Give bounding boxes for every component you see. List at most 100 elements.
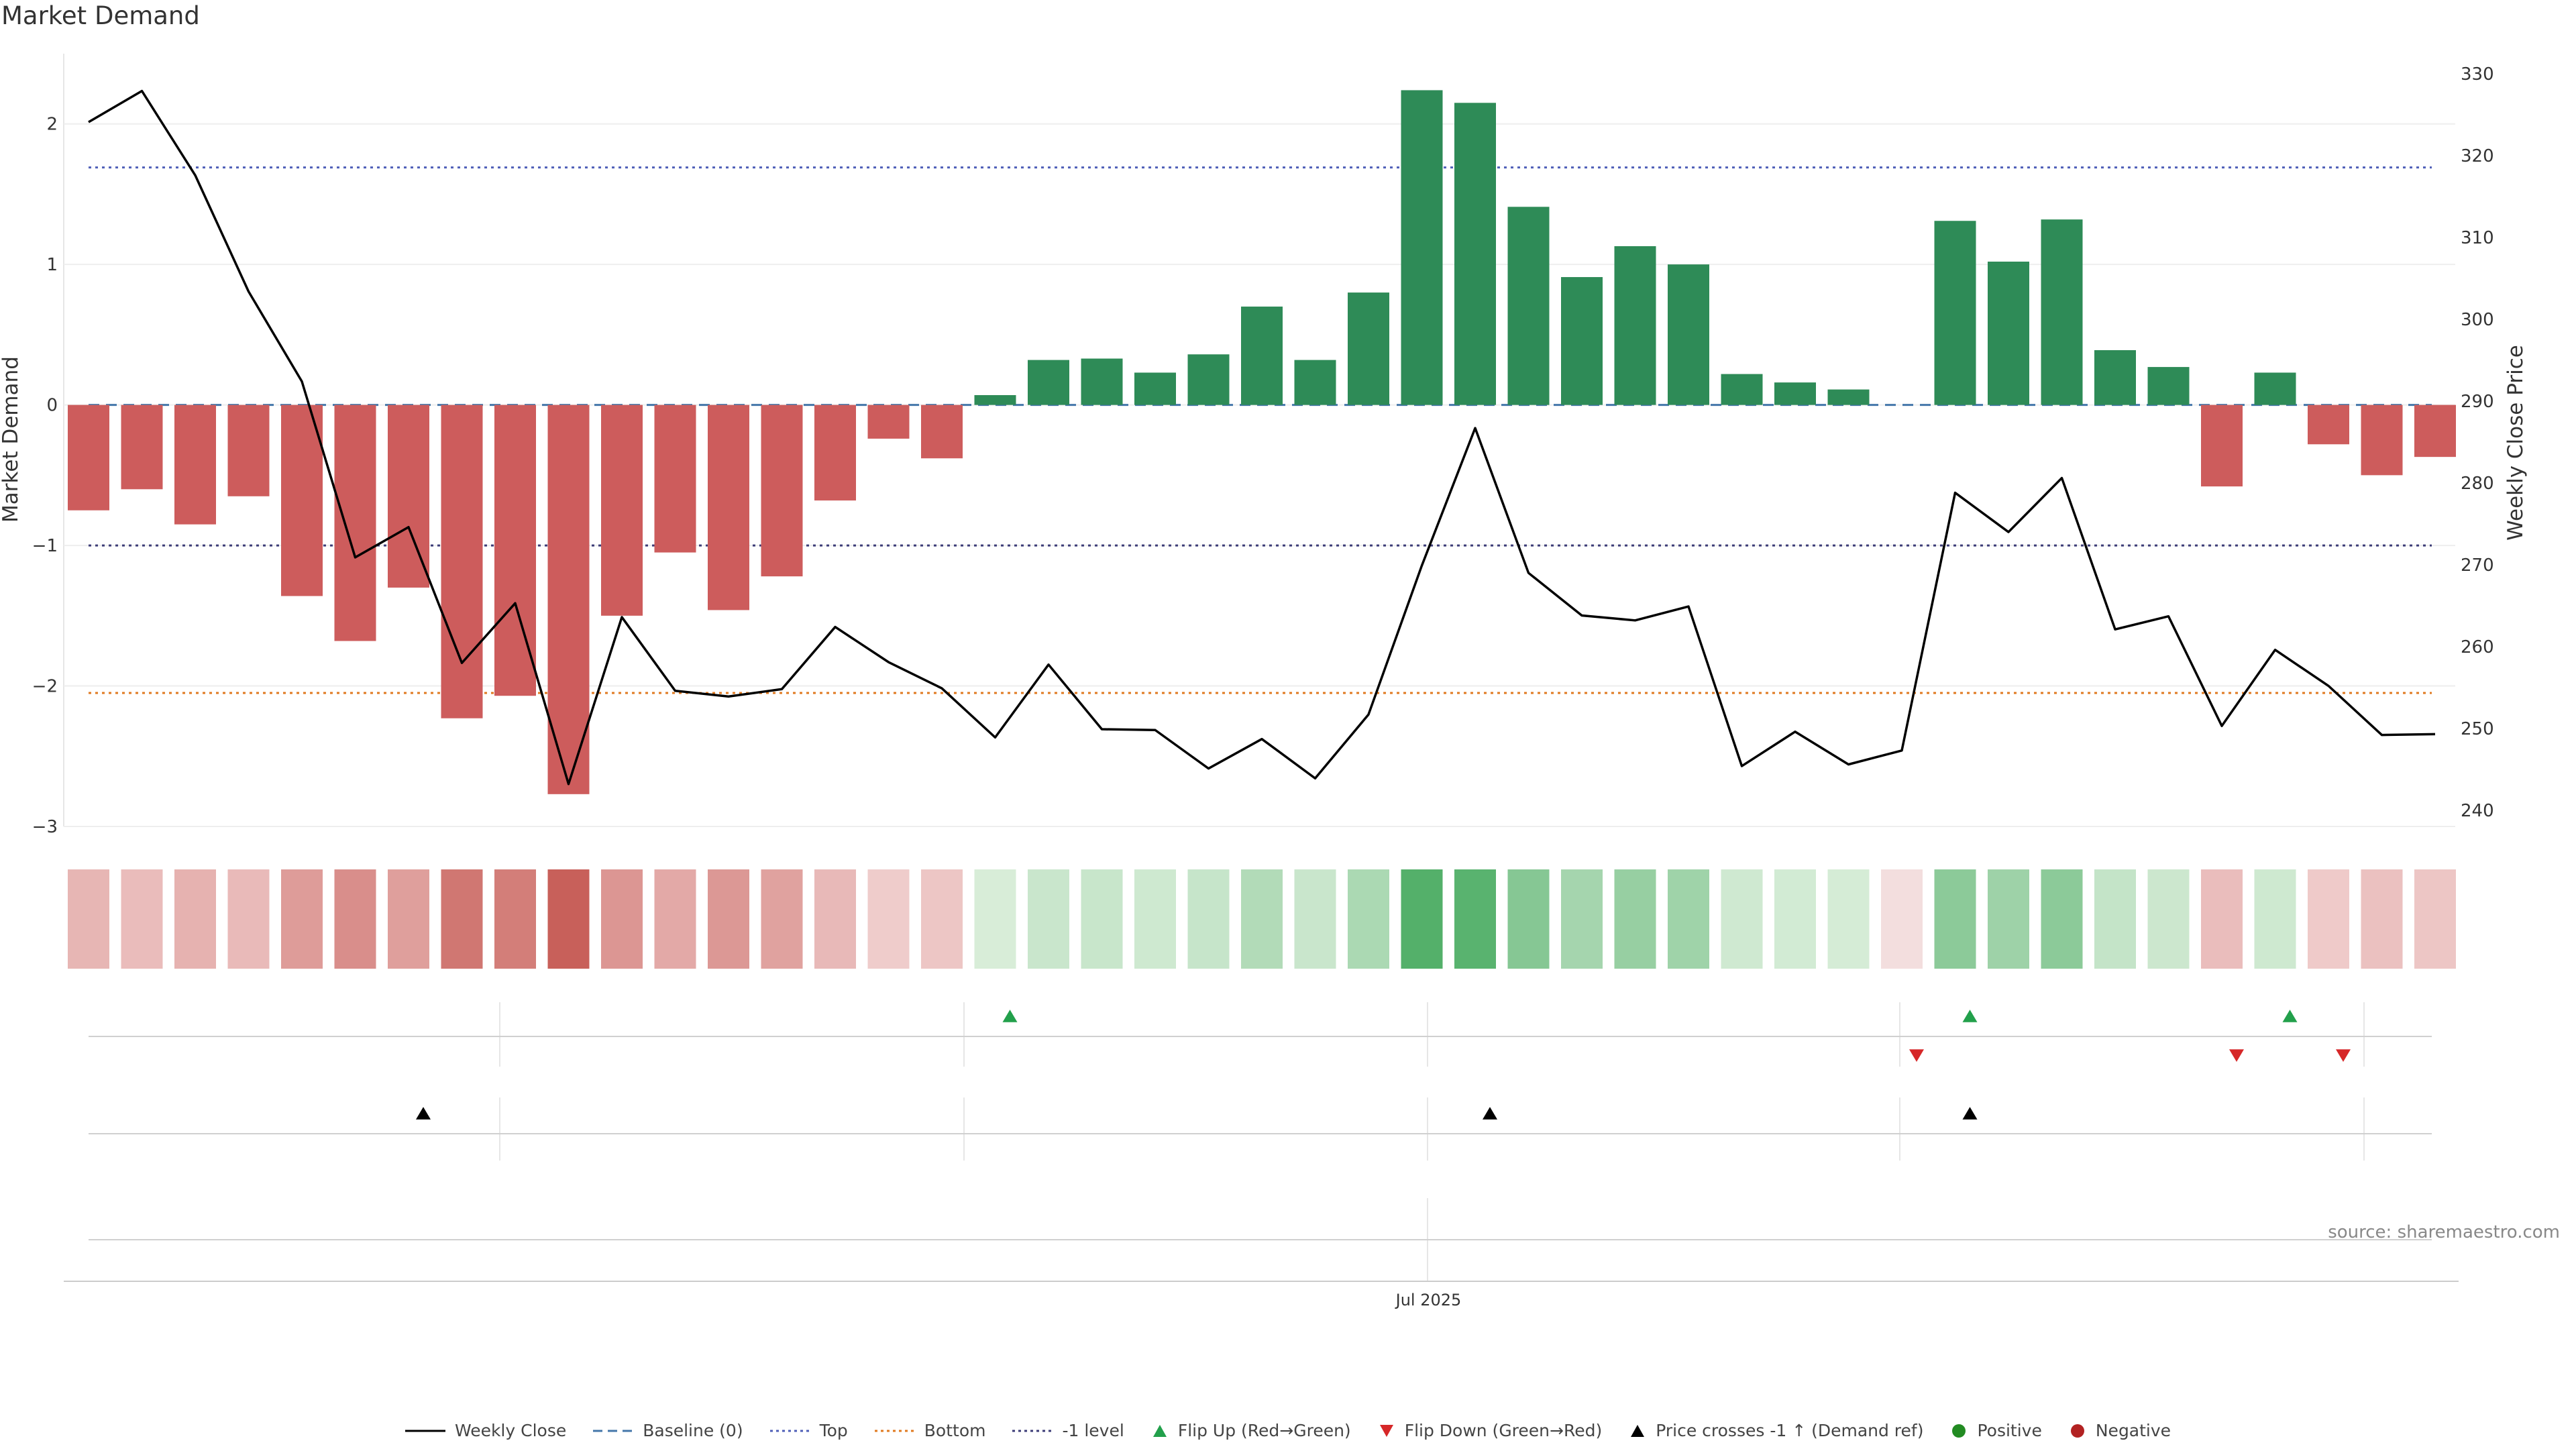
flip-up-marker — [2282, 1010, 2298, 1022]
legend-item: Flip Up (Red→Green) — [1151, 1421, 1351, 1440]
legend-swatch — [1152, 1424, 1167, 1437]
demand-bar — [654, 405, 696, 553]
legend-swatch — [1379, 1424, 1393, 1437]
demand-bar — [1988, 261, 2029, 405]
heat-cell — [1881, 869, 1923, 969]
heat-cell — [1454, 869, 1496, 969]
demand-bar — [601, 405, 643, 616]
y2-tick-label: 260 — [2461, 637, 2494, 657]
legend-item: Weekly Close — [405, 1421, 566, 1440]
y2-axis-label: Weekly Close Price — [2504, 345, 2528, 541]
demand-bar — [2414, 405, 2456, 458]
price-cross-marker — [416, 1107, 431, 1120]
legend-label: Price crosses -1 ↑ (Demand ref) — [1656, 1421, 1924, 1440]
heat-cell — [68, 869, 109, 969]
heat-cell — [1294, 869, 1336, 969]
heat-cell — [2308, 869, 2349, 969]
demand-bar — [1294, 360, 1336, 405]
legend-label: -1 level — [1062, 1421, 1124, 1440]
y-tick-label: −1 — [32, 536, 58, 556]
y2-tick-label: 330 — [2461, 64, 2494, 85]
demand-bar — [334, 405, 376, 641]
heat-cell — [2094, 869, 2136, 969]
heat-cell — [1988, 869, 2029, 969]
demand-bar — [1454, 103, 1496, 405]
legend-swatch — [2070, 1424, 2084, 1438]
flip-up-marker — [1962, 1010, 1978, 1022]
legend-item: Flip Down (Green→Red) — [1378, 1421, 1603, 1440]
demand-bar — [1187, 354, 1230, 405]
heat-cell — [281, 869, 323, 969]
heat-cell — [1827, 869, 1870, 969]
heat-cell — [1401, 869, 1443, 969]
demand-bar — [921, 405, 963, 459]
x-axis: Jul 2025 — [64, 1281, 2459, 1309]
demand-bar — [1241, 307, 1283, 405]
heat-cell — [921, 869, 963, 969]
heat-cell — [708, 869, 749, 969]
legend: Weekly Close Baseline (0) Top Bottom -1 leve… — [0, 1421, 2576, 1440]
y2-tick-label: 280 — [2461, 474, 2494, 494]
heat-cell — [814, 869, 856, 969]
heat-cell — [974, 869, 1016, 969]
heat-cell — [1081, 869, 1123, 969]
demand-bar — [2308, 405, 2349, 445]
demand-bar — [2041, 219, 2083, 405]
legend-label: Top — [819, 1421, 848, 1440]
legend-item: Bottom — [874, 1421, 986, 1440]
demand-bar — [174, 405, 216, 525]
legend-swatch — [1631, 1424, 1645, 1437]
heat-cell — [2414, 869, 2456, 969]
demand-bars — [68, 90, 2456, 794]
heat-cell — [2041, 869, 2083, 969]
demand-bar — [1401, 90, 1443, 405]
legend-swatch — [769, 1430, 810, 1432]
source-note: source: sharemaestro.com — [2328, 1222, 2560, 1242]
legend-swatch — [874, 1430, 915, 1432]
demand-bar — [1134, 372, 1176, 405]
legend-item: Price crosses -1 ↑ (Demand ref) — [1629, 1421, 1923, 1440]
demand-bar — [1081, 358, 1123, 405]
heat-cell — [2254, 869, 2296, 969]
event-panels — [89, 1002, 2432, 1281]
demand-heat-strip — [68, 869, 2456, 969]
flip-down-marker — [1909, 1049, 1924, 1062]
heat-cell — [1028, 869, 1069, 969]
y2-tick-label: 290 — [2461, 392, 2494, 412]
demand-bar — [441, 405, 483, 718]
heat-cell — [1187, 869, 1230, 969]
price-cross-marker — [1483, 1107, 1497, 1120]
y2-tick-label: 270 — [2461, 555, 2494, 576]
legend-item: Top — [769, 1421, 848, 1440]
legend-label: Bottom — [924, 1421, 986, 1440]
y2-tick-label: 310 — [2461, 228, 2494, 248]
legend-label: Negative — [2095, 1421, 2171, 1440]
demand-bar — [1774, 382, 1816, 405]
heat-cell — [1774, 869, 1816, 969]
heat-cell — [1348, 869, 1389, 969]
legend-label: Baseline (0) — [643, 1421, 743, 1440]
heat-cell — [547, 869, 590, 969]
legend-label: Weekly Close — [454, 1421, 567, 1440]
flip-up-marker — [1002, 1010, 1018, 1022]
demand-bar — [867, 405, 910, 439]
y2-tick-label: 250 — [2461, 719, 2494, 739]
demand-bar — [761, 405, 803, 577]
y-axis-label: Market Demand — [0, 356, 23, 523]
demand-bar — [1507, 207, 1550, 405]
heat-cell — [1507, 869, 1550, 969]
heat-cell — [334, 869, 376, 969]
demand-bar — [1827, 389, 1870, 405]
demand-bar — [1721, 374, 1763, 405]
legend-label: Flip Down (Green→Red) — [1404, 1421, 1603, 1440]
demand-bar — [227, 405, 270, 496]
heat-cell — [867, 869, 910, 969]
legend-item: Baseline (0) — [593, 1421, 743, 1440]
demand-bar — [1028, 360, 1069, 405]
heat-cell — [2147, 869, 2190, 969]
heat-cell — [494, 869, 536, 969]
y-tick-label: −3 — [32, 817, 58, 837]
heat-cell — [1721, 869, 1763, 969]
heat-cell — [441, 869, 483, 969]
demand-bar — [1668, 264, 1709, 405]
